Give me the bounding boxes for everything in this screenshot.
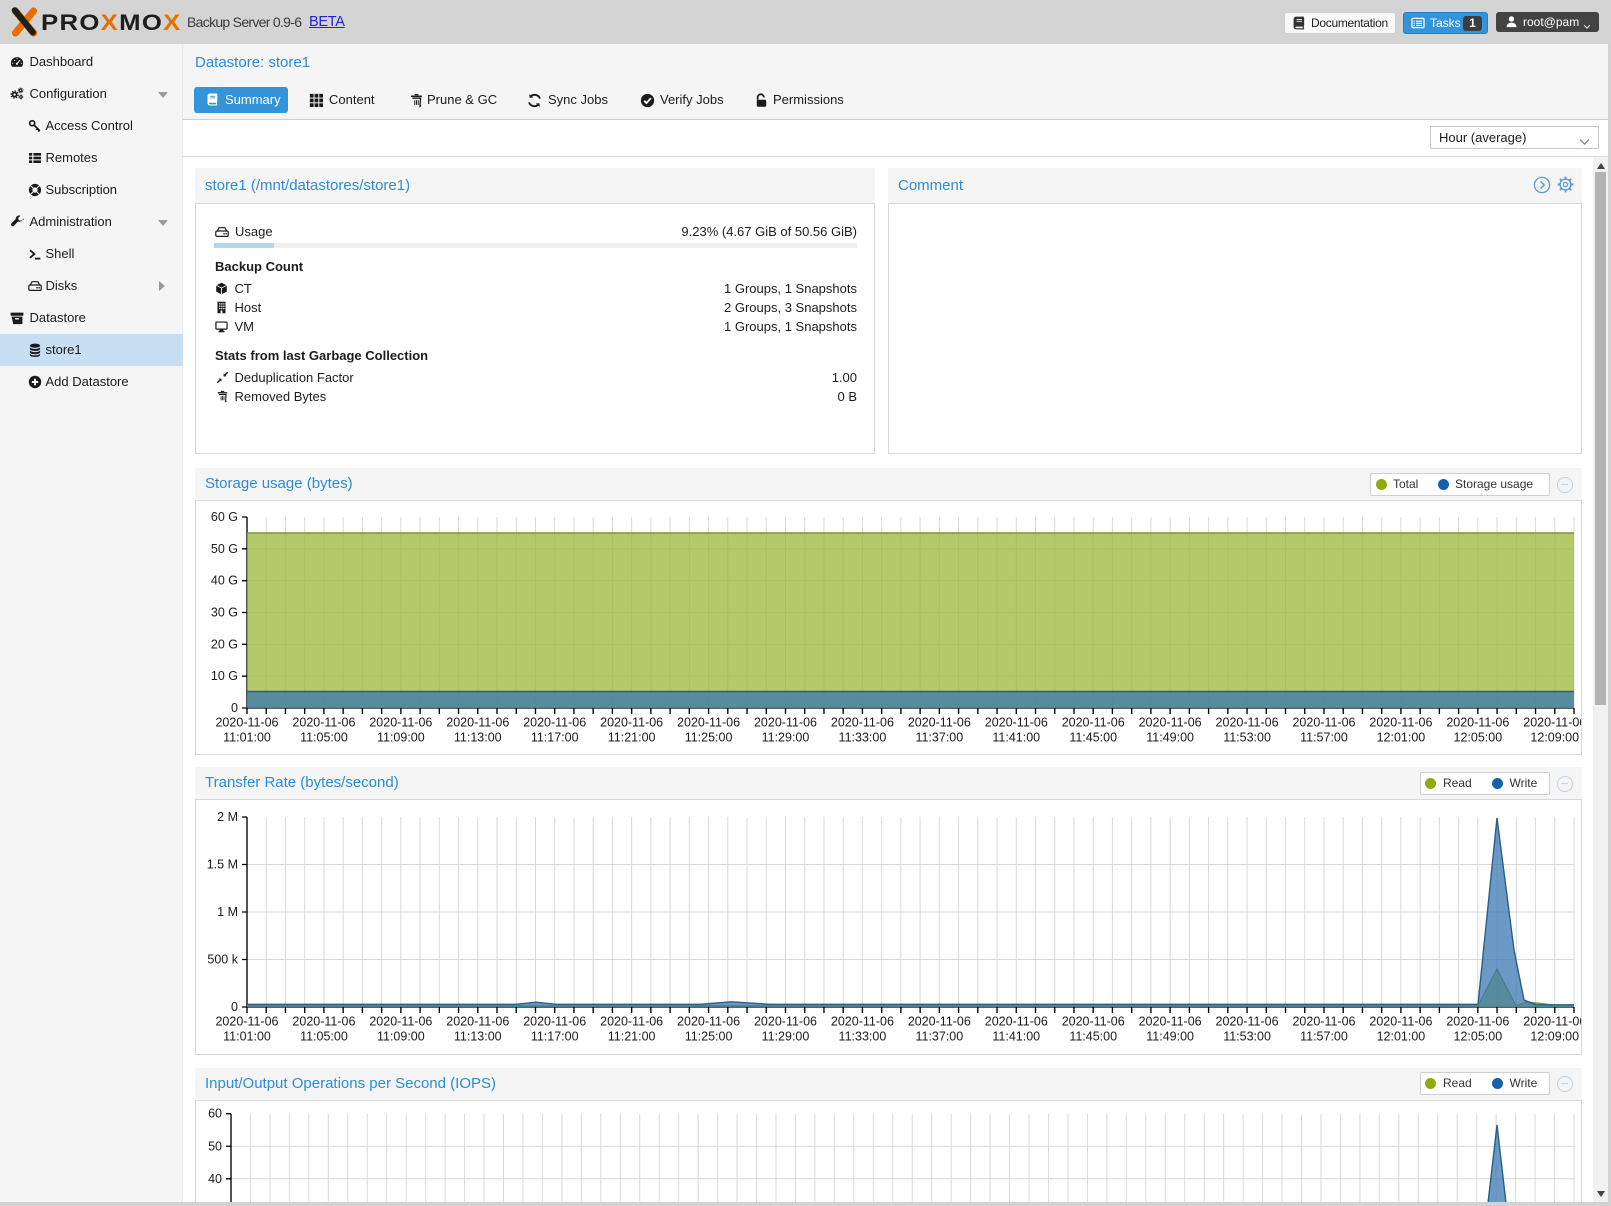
svg-text:11:09:00: 11:09:00 bbox=[377, 1030, 425, 1044]
svg-text:2020-11-06: 2020-11-06 bbox=[292, 1015, 355, 1029]
svg-text:60: 60 bbox=[208, 1107, 222, 1121]
svg-text:40: 40 bbox=[208, 1172, 222, 1186]
svg-text:11:25:00: 11:25:00 bbox=[685, 1030, 733, 1044]
svg-text:11:29:00: 11:29:00 bbox=[762, 731, 810, 745]
svg-text:12:05:00: 12:05:00 bbox=[1454, 1030, 1503, 1044]
svg-text:2020-11-06: 2020-11-06 bbox=[1369, 716, 1432, 730]
svg-text:2020-11-06: 2020-11-06 bbox=[677, 1015, 740, 1029]
svg-text:2020-11-06: 2020-11-06 bbox=[754, 716, 817, 730]
svg-text:1.5 M: 1.5 M bbox=[207, 858, 238, 872]
svg-text:2020-11-06: 2020-11-06 bbox=[1446, 1015, 1509, 1029]
svg-text:2020-11-06: 2020-11-06 bbox=[1292, 1015, 1355, 1029]
svg-text:11:41:00: 11:41:00 bbox=[992, 731, 1040, 745]
svg-text:2020-11-06: 2020-11-06 bbox=[1062, 716, 1125, 730]
svg-text:2020-11-06: 2020-11-06 bbox=[523, 716, 586, 730]
svg-text:500 k: 500 k bbox=[207, 953, 238, 967]
svg-text:12:09:00: 12:09:00 bbox=[1530, 731, 1579, 745]
svg-text:11:05:00: 11:05:00 bbox=[300, 731, 348, 745]
svg-text:2020-11-06: 2020-11-06 bbox=[1139, 716, 1202, 730]
svg-text:11:45:00: 11:45:00 bbox=[1069, 1030, 1117, 1044]
svg-text:2020-11-06: 2020-11-06 bbox=[523, 1015, 586, 1029]
svg-text:2020-11-06: 2020-11-06 bbox=[1523, 1015, 1581, 1029]
svg-text:2020-11-06: 2020-11-06 bbox=[215, 716, 278, 730]
svg-text:11:21:00: 11:21:00 bbox=[608, 731, 656, 745]
svg-text:2020-11-06: 2020-11-06 bbox=[369, 1015, 432, 1029]
svg-text:11:45:00: 11:45:00 bbox=[1069, 731, 1117, 745]
svg-text:12:01:00: 12:01:00 bbox=[1377, 731, 1426, 745]
svg-text:2020-11-06: 2020-11-06 bbox=[1139, 1015, 1202, 1029]
svg-text:2020-11-06: 2020-11-06 bbox=[985, 716, 1048, 730]
svg-text:2020-11-06: 2020-11-06 bbox=[292, 716, 355, 730]
svg-text:2020-11-06: 2020-11-06 bbox=[1369, 1015, 1432, 1029]
svg-text:2020-11-06: 2020-11-06 bbox=[1523, 716, 1581, 730]
svg-text:2020-11-06: 2020-11-06 bbox=[1062, 1015, 1125, 1029]
svg-text:11:09:00: 11:09:00 bbox=[377, 731, 425, 745]
svg-text:1 M: 1 M bbox=[217, 905, 238, 919]
svg-text:11:53:00: 11:53:00 bbox=[1223, 731, 1271, 745]
svg-text:0: 0 bbox=[231, 701, 238, 715]
svg-text:11:41:00: 11:41:00 bbox=[992, 1030, 1040, 1044]
svg-text:2020-11-06: 2020-11-06 bbox=[831, 1015, 894, 1029]
svg-text:2020-11-06: 2020-11-06 bbox=[908, 716, 971, 730]
svg-text:11:25:00: 11:25:00 bbox=[685, 731, 733, 745]
svg-text:2020-11-06: 2020-11-06 bbox=[1446, 716, 1509, 730]
svg-text:60 G: 60 G bbox=[211, 510, 238, 524]
svg-text:50: 50 bbox=[208, 1139, 222, 1153]
svg-text:2020-11-06: 2020-11-06 bbox=[754, 1015, 817, 1029]
svg-text:11:05:00: 11:05:00 bbox=[300, 1030, 348, 1044]
svg-text:40 G: 40 G bbox=[211, 574, 238, 588]
svg-text:11:21:00: 11:21:00 bbox=[608, 1030, 656, 1044]
svg-text:11:33:00: 11:33:00 bbox=[839, 731, 887, 745]
svg-text:11:17:00: 11:17:00 bbox=[531, 731, 579, 745]
svg-text:11:57:00: 11:57:00 bbox=[1300, 731, 1348, 745]
svg-text:11:01:00: 11:01:00 bbox=[223, 731, 271, 745]
svg-text:2020-11-06: 2020-11-06 bbox=[600, 716, 663, 730]
svg-text:11:29:00: 11:29:00 bbox=[762, 1030, 810, 1044]
svg-text:2 M: 2 M bbox=[217, 810, 238, 824]
svg-text:2020-11-06: 2020-11-06 bbox=[600, 1015, 663, 1029]
svg-text:11:13:00: 11:13:00 bbox=[454, 731, 502, 745]
svg-text:2020-11-06: 2020-11-06 bbox=[369, 716, 432, 730]
svg-text:2020-11-06: 2020-11-06 bbox=[215, 1015, 278, 1029]
svg-text:11:33:00: 11:33:00 bbox=[839, 1030, 887, 1044]
svg-text:30 G: 30 G bbox=[211, 606, 238, 620]
svg-text:12:05:00: 12:05:00 bbox=[1454, 731, 1503, 745]
svg-text:10 G: 10 G bbox=[211, 669, 238, 683]
svg-text:11:53:00: 11:53:00 bbox=[1223, 1030, 1271, 1044]
svg-text:11:37:00: 11:37:00 bbox=[915, 1030, 963, 1044]
svg-text:2020-11-06: 2020-11-06 bbox=[831, 716, 894, 730]
svg-text:11:49:00: 11:49:00 bbox=[1146, 731, 1194, 745]
svg-text:2020-11-06: 2020-11-06 bbox=[446, 716, 509, 730]
svg-text:12:09:00: 12:09:00 bbox=[1530, 1030, 1579, 1044]
svg-text:2020-11-06: 2020-11-06 bbox=[1292, 716, 1355, 730]
svg-text:11:49:00: 11:49:00 bbox=[1146, 1030, 1194, 1044]
svg-text:0: 0 bbox=[231, 1000, 238, 1014]
svg-text:2020-11-06: 2020-11-06 bbox=[446, 1015, 509, 1029]
svg-text:11:01:00: 11:01:00 bbox=[223, 1030, 271, 1044]
svg-text:2020-11-06: 2020-11-06 bbox=[985, 1015, 1048, 1029]
svg-text:11:17:00: 11:17:00 bbox=[531, 1030, 579, 1044]
svg-text:2020-11-06: 2020-11-06 bbox=[1216, 716, 1279, 730]
svg-text:11:37:00: 11:37:00 bbox=[915, 731, 963, 745]
svg-text:2020-11-06: 2020-11-06 bbox=[677, 716, 740, 730]
svg-text:20 G: 20 G bbox=[211, 637, 238, 651]
svg-text:2020-11-06: 2020-11-06 bbox=[1216, 1015, 1279, 1029]
svg-text:11:57:00: 11:57:00 bbox=[1300, 1030, 1348, 1044]
svg-text:2020-11-06: 2020-11-06 bbox=[908, 1015, 971, 1029]
svg-text:12:01:00: 12:01:00 bbox=[1377, 1030, 1426, 1044]
svg-text:50 G: 50 G bbox=[211, 542, 238, 556]
svg-text:11:13:00: 11:13:00 bbox=[454, 1030, 502, 1044]
